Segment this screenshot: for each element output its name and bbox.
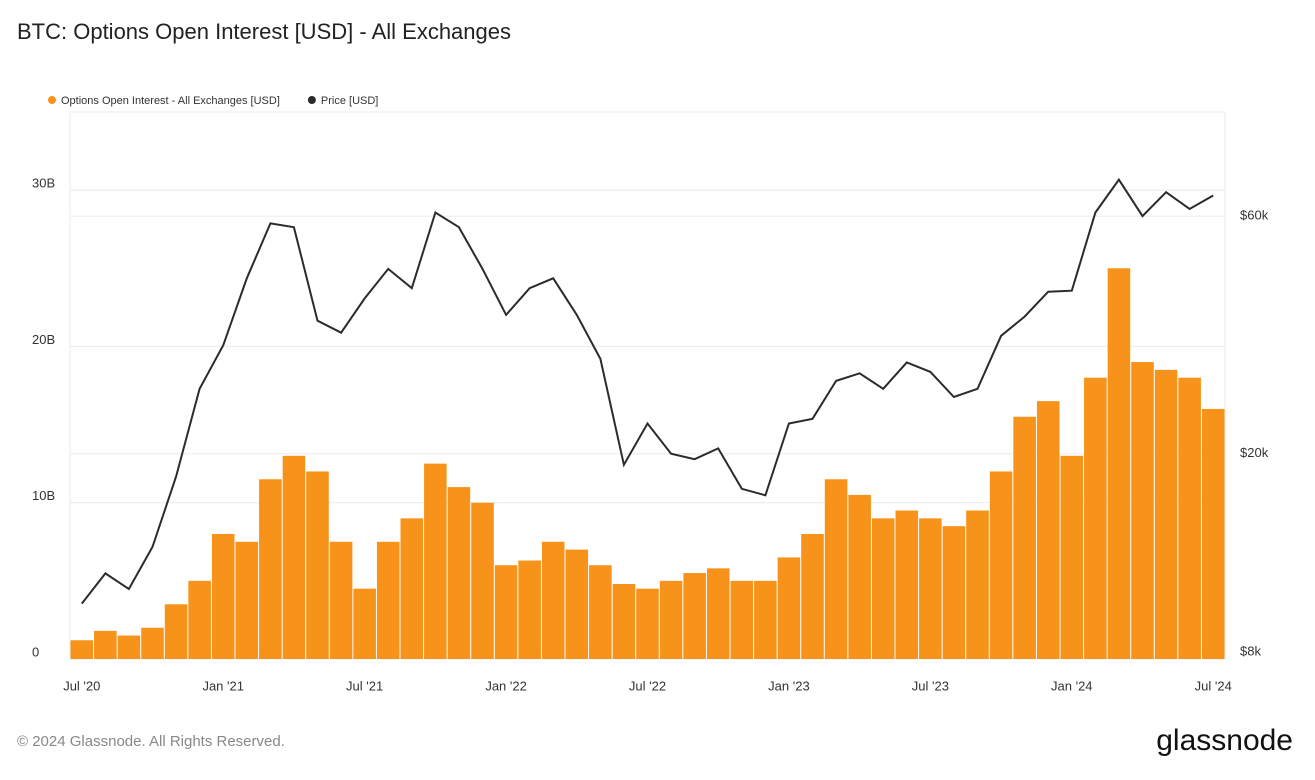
y2-tick-label: $60k bbox=[1240, 208, 1269, 223]
bar bbox=[329, 541, 353, 659]
x-tick-label: Jul '21 bbox=[346, 678, 383, 693]
bar bbox=[989, 471, 1013, 659]
bar bbox=[400, 518, 424, 659]
bar bbox=[518, 560, 541, 659]
legend-label: Price [USD] bbox=[321, 95, 378, 107]
y-tick-label: 10B bbox=[32, 488, 55, 503]
bar bbox=[612, 583, 636, 659]
bar bbox=[1036, 401, 1060, 659]
bar bbox=[94, 630, 117, 659]
bar bbox=[211, 533, 235, 659]
bar bbox=[1201, 408, 1225, 659]
bar bbox=[188, 580, 211, 659]
bar bbox=[1060, 455, 1084, 659]
bar bbox=[730, 580, 754, 659]
price-line bbox=[81, 177, 1214, 605]
bar bbox=[919, 518, 942, 659]
chart-title: BTC: Options Open Interest [USD] - All E… bbox=[17, 19, 511, 44]
bar bbox=[1154, 369, 1178, 659]
bar bbox=[1107, 268, 1131, 659]
bar bbox=[659, 580, 683, 659]
bar bbox=[895, 510, 919, 659]
y-tick-label: 0 bbox=[32, 644, 39, 659]
bar bbox=[871, 518, 895, 659]
bar bbox=[471, 502, 494, 659]
x-tick-label: Jan '22 bbox=[485, 678, 527, 693]
bar bbox=[447, 487, 471, 659]
x-tick-label: Jul '24 bbox=[1195, 678, 1232, 693]
bar bbox=[966, 510, 989, 659]
bar bbox=[141, 627, 164, 659]
legend-marker bbox=[307, 96, 316, 104]
footer: © 2024 Glassnode. All Rights Reserved. bbox=[17, 733, 285, 750]
bar bbox=[164, 604, 188, 659]
legend-label: Options Open Interest - All Exchanges [U… bbox=[61, 95, 280, 107]
x-tick-label: Jul '22 bbox=[629, 678, 666, 693]
bar bbox=[848, 494, 871, 659]
bar bbox=[824, 479, 848, 659]
bar bbox=[376, 541, 400, 659]
bar bbox=[589, 565, 612, 659]
bar bbox=[801, 533, 824, 659]
bar bbox=[424, 463, 447, 659]
bar bbox=[306, 471, 329, 659]
x-tick-label: Jan '24 bbox=[1051, 678, 1093, 693]
x-tick-label: Jul '23 bbox=[912, 678, 949, 693]
x-tick-label: Jan '23 bbox=[768, 678, 810, 693]
x-tick-label: Jul '20 bbox=[63, 678, 100, 693]
bar bbox=[235, 541, 259, 659]
bar bbox=[353, 588, 376, 659]
bar bbox=[942, 526, 966, 659]
bar bbox=[636, 588, 659, 659]
bar bbox=[1131, 362, 1154, 659]
y2-tick-label: $20k bbox=[1240, 445, 1269, 460]
bar bbox=[565, 549, 589, 659]
bar bbox=[70, 640, 94, 659]
bar bbox=[494, 565, 518, 659]
x-tick-label: Jan '21 bbox=[202, 678, 244, 693]
bar bbox=[754, 580, 777, 659]
bar bbox=[777, 557, 801, 659]
bar bbox=[683, 573, 706, 659]
bar bbox=[117, 635, 141, 659]
bar bbox=[541, 541, 565, 659]
legend-marker bbox=[48, 96, 56, 104]
y-tick-label: 30B bbox=[32, 176, 55, 191]
bar bbox=[259, 479, 282, 659]
bar bbox=[1013, 416, 1036, 659]
bar bbox=[706, 568, 730, 659]
brand: glassnode bbox=[1156, 724, 1293, 757]
y-tick-label: 20B bbox=[32, 332, 55, 347]
bar bbox=[1178, 377, 1201, 659]
bar bbox=[1084, 377, 1107, 659]
bar bbox=[282, 455, 306, 659]
y2-tick-label: $8k bbox=[1240, 643, 1261, 658]
